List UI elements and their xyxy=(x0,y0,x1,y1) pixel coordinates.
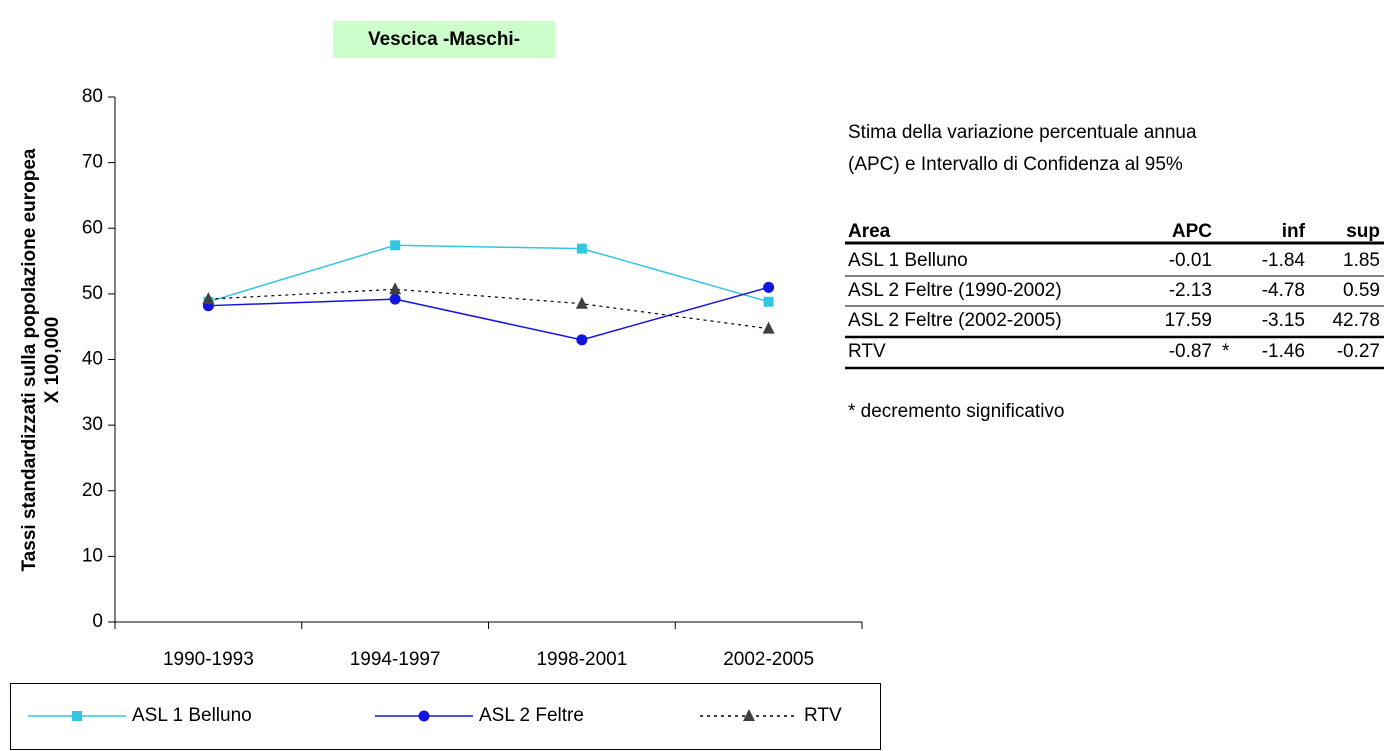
table-cell: ASL 2 Feltre (2002-2005) xyxy=(848,310,1062,331)
legend-marker xyxy=(72,711,82,721)
table-note: * decremento significativo xyxy=(848,401,1065,422)
data-point xyxy=(389,293,401,305)
table-cell: -0.87 xyxy=(1169,341,1212,362)
data-point xyxy=(390,240,401,251)
table-header: Area xyxy=(848,221,891,242)
title-background xyxy=(333,21,555,58)
data-point xyxy=(763,281,775,293)
y-tick-label: 60 xyxy=(82,217,103,238)
y-tick-label: 50 xyxy=(82,283,103,304)
x-tick-label: 1994-1997 xyxy=(350,649,441,670)
chart-title: Vescica -Maschi- xyxy=(368,29,520,50)
y-tick-label: 20 xyxy=(82,480,103,501)
table-caption: Stima della variazione percentuale annua xyxy=(848,122,1197,143)
series-line xyxy=(208,288,769,330)
table-cell: -0.27 xyxy=(1337,341,1380,362)
table-cell: 1.85 xyxy=(1343,250,1380,271)
x-tick-label: 1998-2001 xyxy=(536,649,627,670)
table-cell: -1.46 xyxy=(1262,341,1305,362)
table-cell: -1.84 xyxy=(1262,250,1306,271)
table-cell: -0.01 xyxy=(1169,250,1212,271)
table-cell: -3.15 xyxy=(1262,310,1305,331)
data-point xyxy=(575,296,588,309)
y-tick-label: 80 xyxy=(82,86,103,107)
y-tick-label: 40 xyxy=(82,349,103,370)
data-point xyxy=(202,292,215,305)
y-tick-label: 0 xyxy=(92,611,103,632)
table-cell: * xyxy=(1222,341,1230,362)
table-cell: -4.78 xyxy=(1262,280,1305,301)
table-caption: (APC) e Intervallo di Confidenza al 95% xyxy=(848,154,1183,175)
table-cell: ASL 1 Belluno xyxy=(848,250,968,271)
data-point xyxy=(576,334,588,346)
y-tick-label: 10 xyxy=(82,545,103,566)
legend-label: ASL 2 Feltre xyxy=(479,705,584,726)
data-point xyxy=(576,243,587,254)
table-cell: ASL 2 Feltre (1990-2002) xyxy=(848,280,1062,301)
table-cell: 0.59 xyxy=(1343,280,1380,301)
x-tick-label: 1990-1993 xyxy=(163,649,254,670)
y-axis-label: Tassi standardizzati sulla popolazione e… xyxy=(19,148,40,571)
y-tick-label: 70 xyxy=(82,152,103,173)
table-header: inf xyxy=(1282,221,1306,242)
data-point xyxy=(763,296,774,307)
table-cell: -2.13 xyxy=(1169,280,1212,301)
legend-box xyxy=(10,683,881,750)
data-point xyxy=(762,321,775,334)
y-axis-label: X 100,000 xyxy=(42,317,63,404)
table-cell: RTV xyxy=(848,341,886,362)
table-cell: 17.59 xyxy=(1164,310,1212,331)
series-line xyxy=(208,244,769,303)
table-cell: 42.78 xyxy=(1332,310,1380,331)
series-line xyxy=(208,286,769,341)
data-point xyxy=(389,282,402,295)
y-tick-label: 30 xyxy=(82,414,103,435)
legend-label: RTV xyxy=(804,705,842,726)
legend-marker xyxy=(418,710,430,722)
table-header: APC xyxy=(1172,221,1212,242)
legend-marker xyxy=(743,709,755,721)
table-header: sup xyxy=(1346,221,1380,242)
x-tick-label: 2002-2005 xyxy=(723,649,814,670)
legend-label: ASL 1 Belluno xyxy=(132,705,252,726)
